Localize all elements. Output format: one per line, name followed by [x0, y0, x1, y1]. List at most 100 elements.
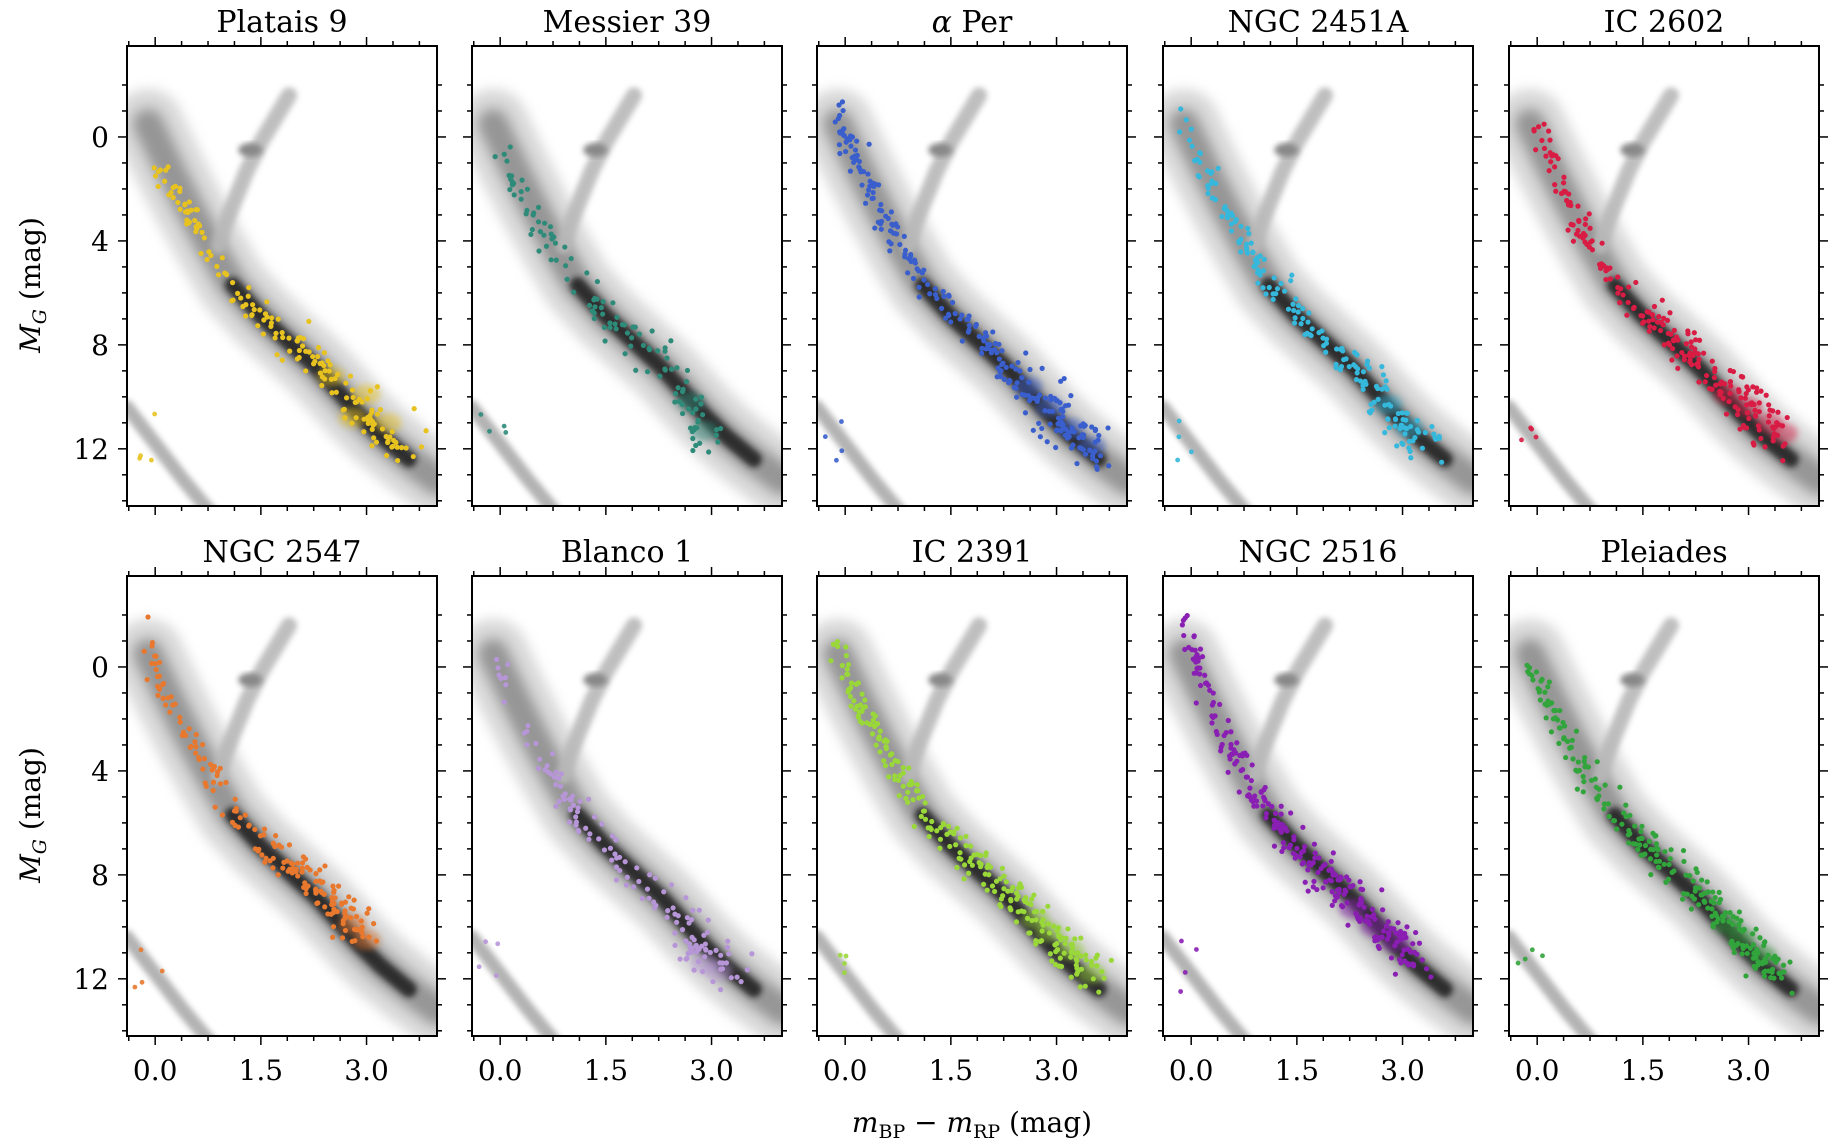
- member-star: [149, 639, 156, 646]
- member-star: [567, 806, 573, 812]
- member-star: [887, 248, 893, 254]
- member-star: [293, 869, 299, 875]
- member-star: [1624, 312, 1630, 318]
- member-star: [137, 455, 143, 461]
- member-star: [215, 272, 222, 278]
- field-giant-branch: [1592, 87, 1680, 255]
- panel-7: Blanco 1 0.0 1.5 3.0: [463, 535, 791, 1087]
- member-star: [1334, 346, 1340, 352]
- member-star: [1775, 409, 1781, 415]
- x-tick-label: 3.0: [1726, 1054, 1771, 1087]
- x-tick-label: 3.0: [344, 1054, 389, 1087]
- field-giant-branch: [1246, 87, 1334, 255]
- member-star: [1537, 697, 1544, 703]
- member-density: [676, 392, 705, 413]
- member-star: [1743, 425, 1750, 431]
- member-star: [1701, 350, 1707, 356]
- member-star: [1003, 879, 1009, 885]
- member-star: [313, 890, 319, 896]
- member-star: [674, 919, 680, 925]
- member-star: [1217, 701, 1223, 708]
- member-star: [1037, 434, 1043, 440]
- member-star: [957, 850, 963, 856]
- member-star: [989, 883, 996, 889]
- member-star: [383, 452, 390, 459]
- x-tick-label: 0.0: [1515, 1054, 1560, 1087]
- member-star: [591, 814, 598, 820]
- member-star: [644, 369, 651, 375]
- member-star: [529, 226, 535, 233]
- member-star: [398, 445, 405, 451]
- member-star: [832, 119, 838, 125]
- member-star: [270, 865, 276, 871]
- member-star: [855, 713, 862, 719]
- member-star: [1763, 392, 1769, 398]
- member-star: [192, 217, 198, 224]
- member-star: [155, 692, 161, 699]
- member-star: [1402, 958, 1408, 964]
- y-tick-label: 0: [91, 121, 109, 154]
- member-star: [1251, 803, 1257, 809]
- member-star: [395, 457, 401, 464]
- x-tick-label: 1.5: [1621, 1054, 1666, 1087]
- member-star: [1319, 328, 1325, 334]
- x-ticks: 0.0 1.5 3.0: [128, 567, 421, 1087]
- member-star: [1272, 810, 1279, 816]
- member-star: [1644, 309, 1650, 315]
- member-star: [672, 911, 678, 917]
- member-density: [1748, 945, 1777, 966]
- member-star: [198, 250, 204, 257]
- member-star: [1288, 278, 1294, 284]
- member-star: [1250, 249, 1256, 256]
- member-star: [299, 869, 305, 875]
- field-white-dwarfs: [1509, 930, 1597, 1036]
- member-star: [628, 343, 634, 349]
- member-star: [208, 252, 214, 259]
- member-star: [1258, 789, 1264, 795]
- member-star: [1621, 810, 1627, 816]
- member-star: [1219, 741, 1225, 748]
- member-star: [1225, 717, 1231, 724]
- member-star: [1561, 174, 1567, 180]
- member-star: [1210, 699, 1217, 706]
- member-star: [1210, 690, 1216, 696]
- member-star: [958, 856, 964, 862]
- member-star: [306, 349, 312, 355]
- field-giant-branch: [1592, 617, 1680, 785]
- member-star: [1179, 938, 1184, 944]
- field-white-dwarfs: [817, 930, 905, 1036]
- member-star: [577, 798, 583, 805]
- panel-title: Platais 9: [216, 5, 347, 40]
- member-star: [501, 423, 507, 429]
- member-star: [835, 643, 841, 649]
- member-star: [504, 158, 510, 164]
- member-star: [941, 293, 947, 300]
- member-star: [175, 199, 181, 206]
- member-star: [1197, 671, 1203, 677]
- member-star: [889, 751, 895, 757]
- member-star: [1278, 811, 1284, 817]
- member-star: [1683, 341, 1689, 347]
- field-red-clump: [238, 672, 263, 687]
- member-star: [1647, 856, 1654, 862]
- x-tick-label: 3.0: [1380, 1054, 1425, 1087]
- member-star: [1027, 366, 1033, 373]
- field-white-dwarfs: [472, 930, 560, 1036]
- member-star: [999, 361, 1005, 368]
- member-star: [842, 148, 849, 155]
- member-star: [1687, 873, 1693, 879]
- member-star: [1280, 826, 1286, 832]
- member-star: [992, 888, 998, 895]
- member-star: [1248, 777, 1254, 784]
- member-star: [315, 900, 321, 906]
- member-star: [1553, 188, 1559, 194]
- member-star: [371, 435, 377, 441]
- member-star: [584, 270, 590, 276]
- member-star: [744, 967, 750, 973]
- member-star: [994, 350, 1000, 356]
- member-star: [162, 178, 168, 184]
- member-star: [329, 390, 335, 396]
- member-star: [1587, 225, 1593, 231]
- member-star: [1342, 887, 1348, 893]
- member-star: [243, 313, 249, 319]
